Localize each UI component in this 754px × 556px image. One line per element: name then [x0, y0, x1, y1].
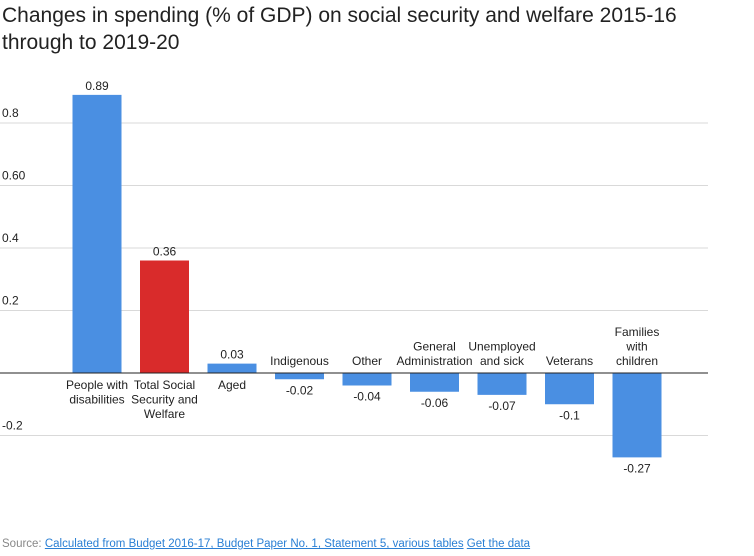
- chart-title: Changes in spending (% of GDP) on social…: [2, 4, 677, 54]
- data-label: -0.02: [286, 383, 314, 397]
- category-label: Welfare: [144, 407, 185, 421]
- category-label: with: [625, 340, 647, 354]
- category-label: Unemployed: [468, 340, 535, 354]
- category-label: Administration: [396, 354, 472, 368]
- y-tick-label: 0.60: [2, 169, 26, 183]
- bar: [275, 373, 324, 380]
- data-label: -0.27: [623, 461, 651, 475]
- data-label: -0.07: [488, 399, 516, 413]
- get-data-link[interactable]: Get the data: [466, 538, 531, 550]
- bar: [612, 373, 662, 458]
- data-label: 0.03: [220, 348, 244, 362]
- category-label: children: [616, 354, 658, 368]
- category-label: Families: [615, 325, 660, 339]
- source-line: Source: Calculated from Budget 2016-17, …: [2, 538, 530, 550]
- category-label: Security and: [131, 393, 198, 407]
- category-label: Indigenous: [270, 354, 329, 368]
- category-label: Aged: [218, 378, 246, 392]
- y-tick-label: 0.4: [2, 231, 19, 245]
- source-prefix: Source:: [2, 538, 42, 550]
- category-label: Total Social: [134, 378, 195, 392]
- y-tick-label: 0.2: [2, 294, 19, 308]
- category-label: Veterans: [546, 354, 593, 368]
- data-label: 0.89: [85, 79, 109, 93]
- category-label: disabilities: [69, 393, 124, 407]
- bar: [140, 260, 189, 373]
- data-label: -0.1: [559, 408, 580, 422]
- y-tick-label: -0.2: [2, 419, 23, 433]
- category-label: People with: [66, 378, 128, 392]
- category-label: Other: [352, 354, 382, 368]
- bar: [342, 373, 392, 386]
- bar: [410, 373, 459, 392]
- data-label: -0.06: [421, 396, 449, 410]
- category-label: and sick: [480, 354, 525, 368]
- bar: [72, 94, 122, 373]
- bar: [545, 373, 594, 405]
- data-label: -0.04: [353, 390, 381, 404]
- bar: [207, 363, 257, 373]
- category-label: General: [413, 340, 456, 354]
- bar: [477, 373, 527, 395]
- data-label: 0.36: [153, 245, 177, 259]
- source-link[interactable]: Calculated from Budget 2016-17, Budget P…: [44, 538, 464, 550]
- y-tick-label: 0.8: [2, 106, 19, 120]
